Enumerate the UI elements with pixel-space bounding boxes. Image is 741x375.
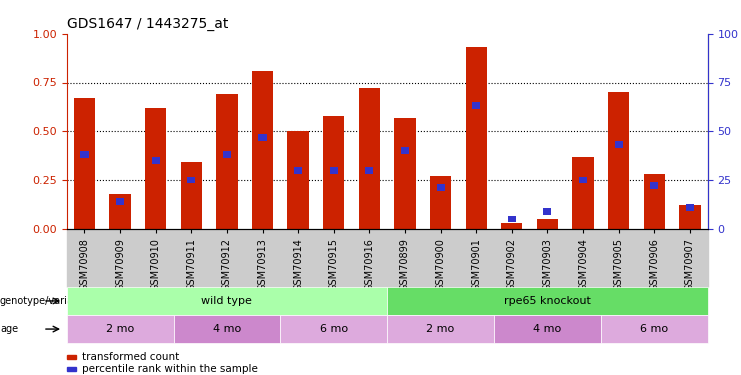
Text: wild type: wild type (202, 296, 253, 306)
Bar (110, 194, 130, 229)
Bar (323, 116, 345, 229)
Bar (465, 47, 487, 229)
Bar (252, 71, 273, 229)
Text: rpe65 knockout: rpe65 knockout (504, 296, 591, 306)
Bar (365, 167, 373, 174)
Bar (543, 208, 551, 214)
Bar (116, 198, 124, 205)
Bar (508, 216, 516, 222)
Bar (572, 157, 594, 229)
Bar (536, 219, 558, 229)
Text: percentile rank within the sample: percentile rank within the sample (82, 364, 257, 374)
Text: GDS1647 / 1443275_at: GDS1647 / 1443275_at (67, 17, 228, 32)
Bar (608, 92, 629, 229)
Bar (152, 157, 160, 164)
Text: genotype/variation: genotype/variation (0, 296, 93, 306)
Bar (294, 167, 302, 174)
Bar (145, 108, 167, 229)
Text: 6 mo: 6 mo (640, 324, 668, 334)
Bar (330, 167, 338, 174)
Bar (501, 223, 522, 229)
Bar (436, 184, 445, 191)
Bar (614, 141, 622, 148)
Bar (81, 151, 89, 158)
Bar (472, 102, 480, 110)
Bar (685, 204, 694, 211)
Bar (579, 177, 587, 183)
Text: 4 mo: 4 mo (534, 324, 562, 334)
Text: 6 mo: 6 mo (319, 324, 348, 334)
Bar (223, 151, 231, 158)
Bar (216, 94, 238, 229)
Text: 2 mo: 2 mo (427, 324, 455, 334)
Bar (401, 147, 409, 154)
Bar (74, 98, 95, 229)
Text: 2 mo: 2 mo (106, 324, 134, 334)
Text: transformed count: transformed count (82, 352, 179, 362)
Bar (679, 206, 700, 229)
Bar (288, 131, 309, 229)
Bar (643, 174, 665, 229)
Bar (187, 177, 196, 183)
Text: age: age (0, 324, 18, 334)
Bar (359, 88, 380, 229)
Bar (181, 162, 202, 229)
Bar (650, 183, 658, 189)
Bar (430, 176, 451, 229)
Bar (259, 134, 267, 141)
Text: 4 mo: 4 mo (213, 324, 241, 334)
Bar (394, 118, 416, 229)
